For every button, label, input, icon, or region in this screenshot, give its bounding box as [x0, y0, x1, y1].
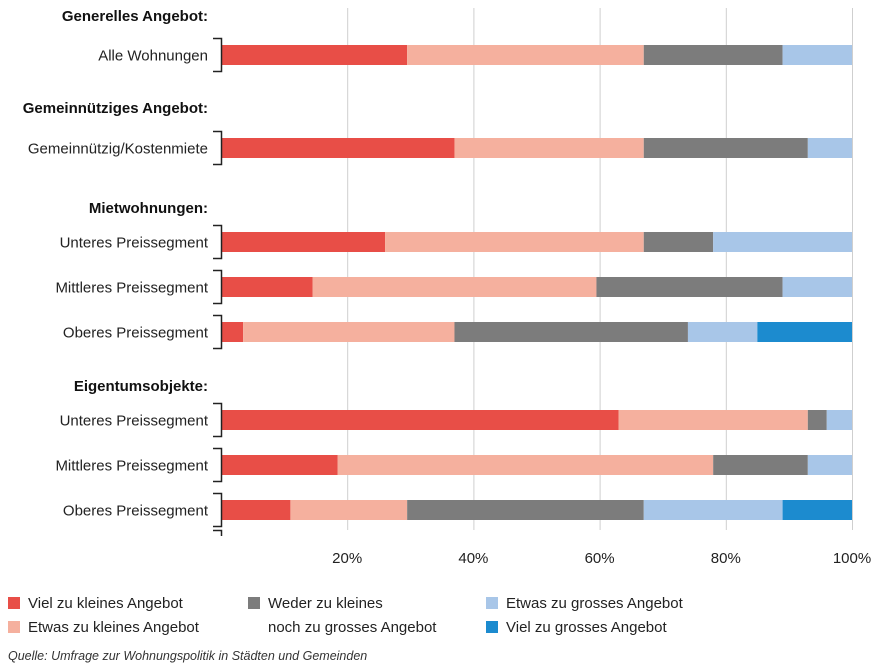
legend-label: Etwas zu kleines Angebot	[28, 619, 199, 636]
bar-segment	[221, 455, 338, 475]
bar-segment	[713, 232, 852, 252]
legend-swatch	[8, 597, 20, 609]
bar-segment	[596, 277, 783, 297]
legend-swatch	[486, 597, 498, 609]
legend-label-continued: noch zu grosses Angebot	[268, 619, 437, 636]
bar-segment	[385, 232, 644, 252]
x-tick-label: 20%	[332, 550, 362, 567]
row-bracket	[213, 130, 223, 166]
bar-segment	[221, 500, 291, 520]
legend-item-viel-gross: Viel zu grosses Angebot	[486, 618, 667, 638]
labels: Generelles Angebot: Alle Wohnungen Gemeinn…	[23, 8, 209, 520]
bar-segment	[643, 232, 714, 252]
axis-bottom-bracket	[213, 529, 223, 536]
row-bracket	[213, 269, 223, 305]
row-label: Oberes Preissegment	[63, 325, 209, 342]
x-tick-label: 60%	[585, 550, 615, 567]
legend-item-weder: Weder zu kleines	[248, 594, 383, 614]
bar-segment	[337, 455, 714, 475]
legend-label: Viel zu kleines Angebot	[28, 595, 183, 612]
bar-segment	[713, 455, 808, 475]
row-label: Unteres Preissegment	[60, 413, 209, 430]
bar-segment	[221, 277, 313, 297]
bar-segment	[312, 277, 597, 297]
group-label: Gemeinnütziges Angebot:	[23, 100, 208, 117]
legend-label: Weder zu kleines	[268, 595, 383, 612]
bar-segment	[221, 45, 408, 65]
bar-segment	[807, 410, 827, 430]
row-label: Alle Wohnungen	[98, 48, 208, 65]
bar-segment	[643, 500, 783, 520]
legend-item-etwas-klein: Etwas zu kleines Angebot	[8, 618, 199, 638]
bar-segment	[782, 45, 852, 65]
gridlines	[347, 8, 853, 530]
group-label: Eigentumsobjekte:	[74, 378, 208, 395]
row-label: Unteres Preissegment	[60, 235, 209, 252]
x-tick-label: 80%	[711, 550, 741, 567]
bar-segment	[454, 322, 688, 342]
x-tick-label: 100%	[833, 550, 871, 567]
bar-segment	[643, 45, 783, 65]
bar-segment	[221, 138, 455, 158]
bar-segment	[687, 322, 758, 342]
bars	[221, 45, 852, 520]
bar-segment	[782, 500, 852, 520]
bar-segment	[407, 500, 644, 520]
bar-segment	[618, 410, 808, 430]
legend-label: Etwas zu grosses Angebot	[506, 595, 683, 612]
bar-segment	[454, 138, 644, 158]
legend-swatch	[248, 597, 260, 609]
x-tick-label: 40%	[458, 550, 488, 567]
bar-segment	[643, 138, 808, 158]
row-bracket	[213, 37, 223, 73]
bar-segment	[407, 45, 644, 65]
legend-swatch	[486, 621, 498, 633]
row-label: Mittleres Preissegment	[55, 458, 208, 475]
legend-item-etwas-gross: Etwas zu grosses Angebot	[486, 594, 683, 614]
group-label: Mietwohnungen:	[89, 200, 208, 217]
bar-segment	[290, 500, 408, 520]
bar-segment	[243, 322, 455, 342]
bar-segment	[757, 322, 852, 342]
x-axis-ticks: 20% 40% 60% 80% 100%	[332, 550, 871, 567]
bar-segment	[221, 232, 386, 252]
row-brackets	[213, 37, 223, 536]
legend-item-viel-klein: Viel zu kleines Angebot	[8, 594, 183, 614]
group-label: Generelles Angebot:	[62, 8, 208, 25]
stacked-bar-chart: Generelles Angebot: Alle Wohnungen Gemeinn…	[23, 8, 871, 567]
bar-segment	[782, 277, 852, 297]
bar-segment	[826, 410, 852, 430]
legend-swatch	[8, 621, 20, 633]
row-bracket	[213, 447, 223, 483]
row-bracket	[213, 224, 223, 260]
row-bracket	[213, 314, 223, 350]
row-label: Mittleres Preissegment	[55, 280, 208, 297]
row-bracket	[213, 492, 223, 528]
row-label: Gemeinnützig/Kostenmiete	[28, 141, 208, 158]
bar-segment	[221, 322, 244, 342]
bar-segment	[807, 138, 852, 158]
row-bracket	[213, 402, 223, 438]
legend-label: Viel zu grosses Angebot	[506, 619, 667, 636]
source-note: Quelle: Umfrage zur Wohnungspolitik in S…	[8, 649, 368, 663]
bar-segment	[221, 410, 619, 430]
row-label: Oberes Preissegment	[63, 503, 209, 520]
bar-segment	[807, 455, 852, 475]
